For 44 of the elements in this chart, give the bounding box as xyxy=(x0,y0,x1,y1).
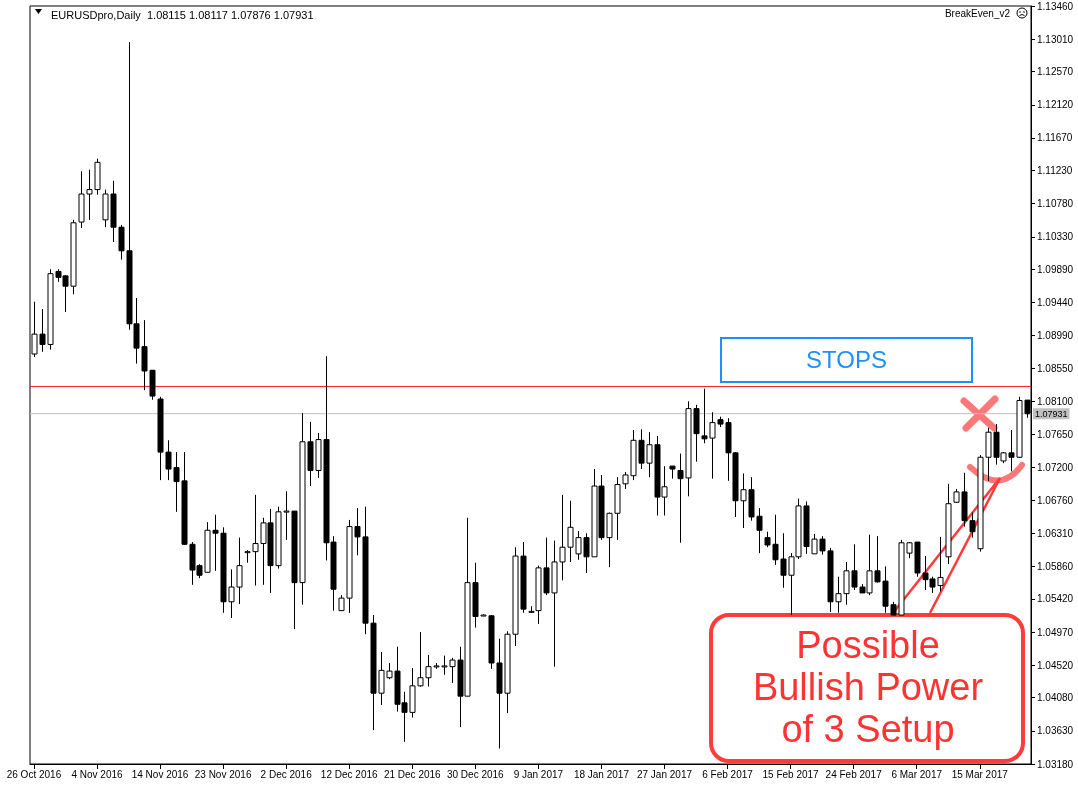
y-tick-label: 1.07200 xyxy=(1037,462,1074,474)
x-tick-label: 27 Jan 2017 xyxy=(636,768,693,780)
ref-line-label: 1.07931 xyxy=(1035,408,1068,419)
y-tick-label: 1.03630 xyxy=(1037,725,1074,737)
y-tick-label: 1.13010 xyxy=(1037,33,1074,45)
y-tick-label: 1.07650 xyxy=(1037,428,1074,440)
y-tick-label: 1.11670 xyxy=(1037,132,1073,144)
x-tick-label: 4 Nov 2016 xyxy=(71,768,123,780)
y-tick-label: 1.04080 xyxy=(1037,692,1074,704)
y-tick-label: 1.11230 xyxy=(1037,164,1073,176)
y-tick-label: 1.09890 xyxy=(1037,263,1074,275)
y-tick-label: 1.09440 xyxy=(1037,296,1074,308)
y-tick-label: 1.10780 xyxy=(1037,198,1074,210)
x-tick-label: 6 Feb 2017 xyxy=(702,768,754,780)
x-tick-label: 18 Jan 2017 xyxy=(573,768,630,780)
y-tick-label: 1.06310 xyxy=(1037,527,1074,539)
x-tick-label: 24 Feb 2017 xyxy=(825,768,883,780)
y-tick-label: 1.10330 xyxy=(1037,231,1074,243)
annotation: BreakEven_v2 xyxy=(944,6,1010,21)
x-tick-label: 30 Dec 2016 xyxy=(446,768,505,780)
y-tick-label: 1.03180 xyxy=(1037,758,1074,770)
y-tick-label: 1.12120 xyxy=(1037,99,1074,111)
y-tick-label: 1.04970 xyxy=(1037,626,1074,638)
chart-title: EURUSDpro,Daily 1.08115 1.08117 1.07876 1.07931 xyxy=(51,8,314,21)
y-tick-label: 1.08100 xyxy=(1037,395,1074,407)
x-tick-label: 9 Jan 2017 xyxy=(513,768,564,780)
y-tick-label: 1.08550 xyxy=(1037,362,1074,374)
x-tick-label: 23 Nov 2016 xyxy=(194,768,252,780)
x-tick-label: 12 Dec 2016 xyxy=(320,768,378,780)
x-tick-label: 21 Dec 2016 xyxy=(383,768,442,780)
y-tick-label: 1.13460 xyxy=(1037,0,1074,12)
y-tick-label: 1.06760 xyxy=(1037,494,1074,506)
y-tick-label: 1.05420 xyxy=(1037,593,1074,605)
x-tick-label: 15 Feb 2017 xyxy=(762,768,820,780)
y-tick-label: 1.05860 xyxy=(1037,560,1074,572)
y-tick-label: 1.08990 xyxy=(1037,330,1074,342)
y-tick-label: 1.12570 xyxy=(1037,66,1074,78)
y-tick-label: 1.04520 xyxy=(1037,659,1074,671)
x-tick-label: 14 Nov 2016 xyxy=(131,768,189,780)
x-tick-label: 6 Mar 2017 xyxy=(891,768,943,780)
annotation: Possible Bullish Power of 3 Setup xyxy=(751,623,985,752)
x-tick-label: 26 Oct 2016 xyxy=(6,768,62,780)
x-tick-label: 15 Mar 2017 xyxy=(951,768,1009,780)
x-tick-label: 2 Dec 2016 xyxy=(260,768,313,780)
